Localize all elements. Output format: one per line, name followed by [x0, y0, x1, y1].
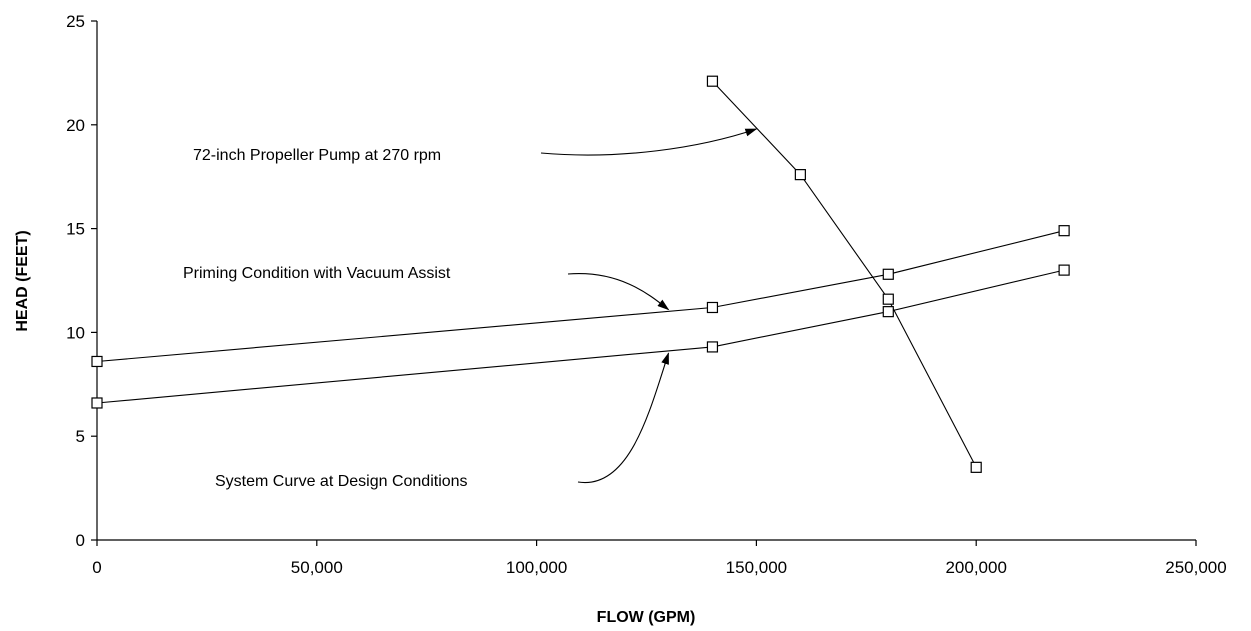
annotation-callout: Priming Condition with Vacuum Assist [183, 265, 670, 311]
tick-labels: 0 50,000 100,000 150,000 200,000 250,000 0 5 10 1… [66, 12, 1227, 577]
data-point-marker [91, 355, 103, 368]
pump-curve-series [706, 75, 982, 473]
y-tick-label: 0 [76, 531, 85, 550]
x-tick-label: 150,000 [726, 558, 787, 577]
data-point-marker [882, 293, 894, 305]
data-point-marker [706, 301, 719, 314]
x-tick-label: 200,000 [945, 558, 1006, 577]
tick-marks [91, 20, 1197, 546]
annotation-arrow [567, 273, 670, 311]
data-point-marker [91, 397, 103, 409]
series-line [96, 230, 1065, 363]
x-tick-label: 0 [92, 558, 101, 577]
data-point-marker [882, 268, 894, 280]
system-curve-series [91, 264, 1070, 409]
axes [96, 21, 1196, 541]
y-tick-label: 10 [66, 323, 85, 342]
series-line [711, 80, 977, 468]
annotation-callout: System Curve at Design Conditions [215, 352, 670, 490]
x-tick-label: 100,000 [506, 558, 567, 577]
y-tick-label: 20 [66, 116, 85, 135]
y-tick-label: 15 [66, 220, 85, 239]
data-point-marker [1058, 264, 1070, 276]
x-tick-label: 250,000 [1165, 558, 1226, 577]
y-axis-title: HEAD (FEET) [14, 230, 31, 331]
data-point-marker [882, 306, 894, 318]
annotation-arrow [540, 128, 758, 156]
series-line [96, 269, 1065, 404]
data-point-marker [706, 75, 719, 87]
data-point-marker [794, 169, 806, 181]
annotation-callout: 72-inch Propeller Pump at 270 rpm [193, 128, 758, 164]
annotation-label: Priming Condition with Vacuum Assist [183, 265, 451, 282]
annotation-label: System Curve at Design Conditions [215, 473, 468, 490]
y-tick-label: 25 [66, 12, 85, 31]
annotation-label: 72-inch Propeller Pump at 270 rpm [193, 147, 441, 164]
data-point-marker [706, 341, 719, 353]
x-tick-label: 50,000 [291, 558, 343, 577]
data-point-marker [970, 461, 982, 473]
annotation-arrow [577, 352, 670, 483]
priming-condition-series [91, 225, 1070, 368]
series-group [91, 75, 1070, 473]
annotations: 72-inch Propeller Pump at 270 rpm Priming… [183, 128, 758, 490]
y-tick-label: 5 [76, 427, 85, 446]
data-point-marker [1058, 225, 1070, 237]
x-axis-title: FLOW (GPM) [597, 609, 696, 626]
